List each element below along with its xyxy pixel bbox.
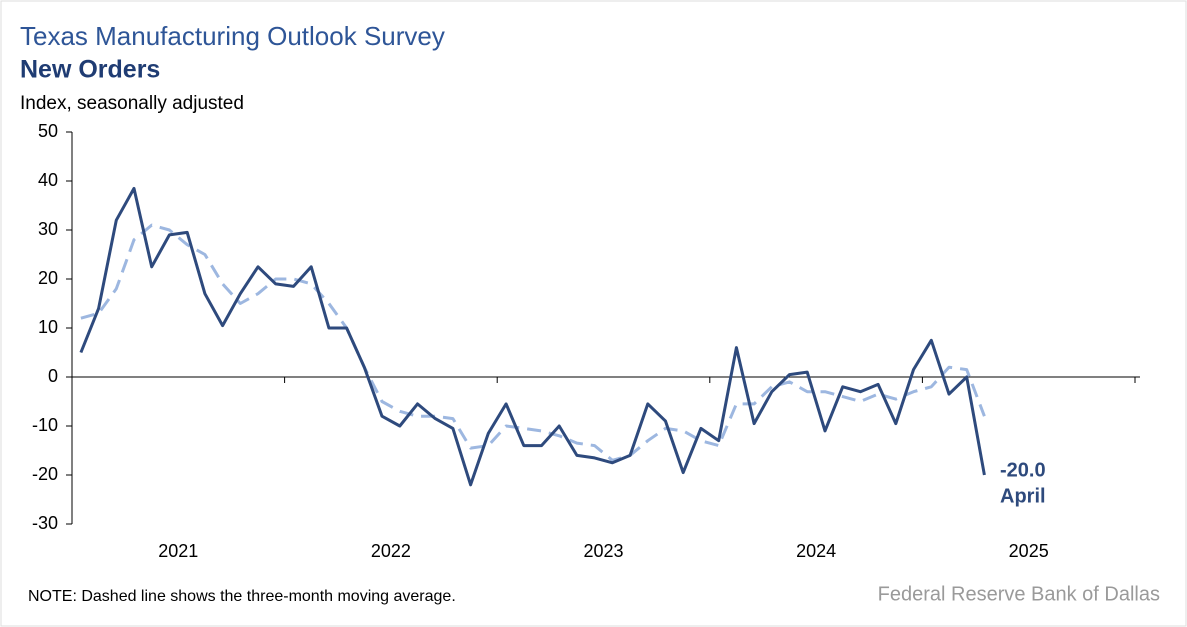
- y-tick-label: 50: [38, 121, 58, 141]
- y-tick-label: 10: [38, 317, 58, 337]
- y-tick-label: -30: [32, 513, 58, 533]
- x-tick-label: 2022: [371, 541, 411, 561]
- series-line: [79, 186, 986, 487]
- y-axis-label: Index, seasonally adjusted: [20, 93, 244, 114]
- y-tick-label: 20: [38, 268, 58, 288]
- x-tick-label: 2024: [796, 541, 836, 561]
- chart-subtitle: New Orders: [20, 56, 160, 84]
- source: Federal Reserve Bank of Dallas: [878, 583, 1160, 605]
- y-tick-label: -20: [32, 464, 58, 484]
- note: NOTE: Dashed line shows the three-month …: [28, 588, 456, 605]
- series-line: [80, 223, 986, 462]
- x-tick-label: 2025: [1009, 541, 1049, 561]
- value-annotation: -20.0: [1000, 459, 1046, 481]
- y-tick-label: 40: [38, 170, 58, 190]
- chart-title: Texas Manufacturing Outlook Survey: [20, 21, 445, 51]
- y-tick-label: 30: [38, 219, 58, 239]
- month-annotation: April: [1000, 485, 1046, 507]
- x-tick-label: 2021: [158, 541, 198, 561]
- y-tick-label: 0: [48, 366, 58, 386]
- x-tick-label: 2023: [583, 541, 623, 561]
- y-tick-label: -10: [32, 415, 58, 435]
